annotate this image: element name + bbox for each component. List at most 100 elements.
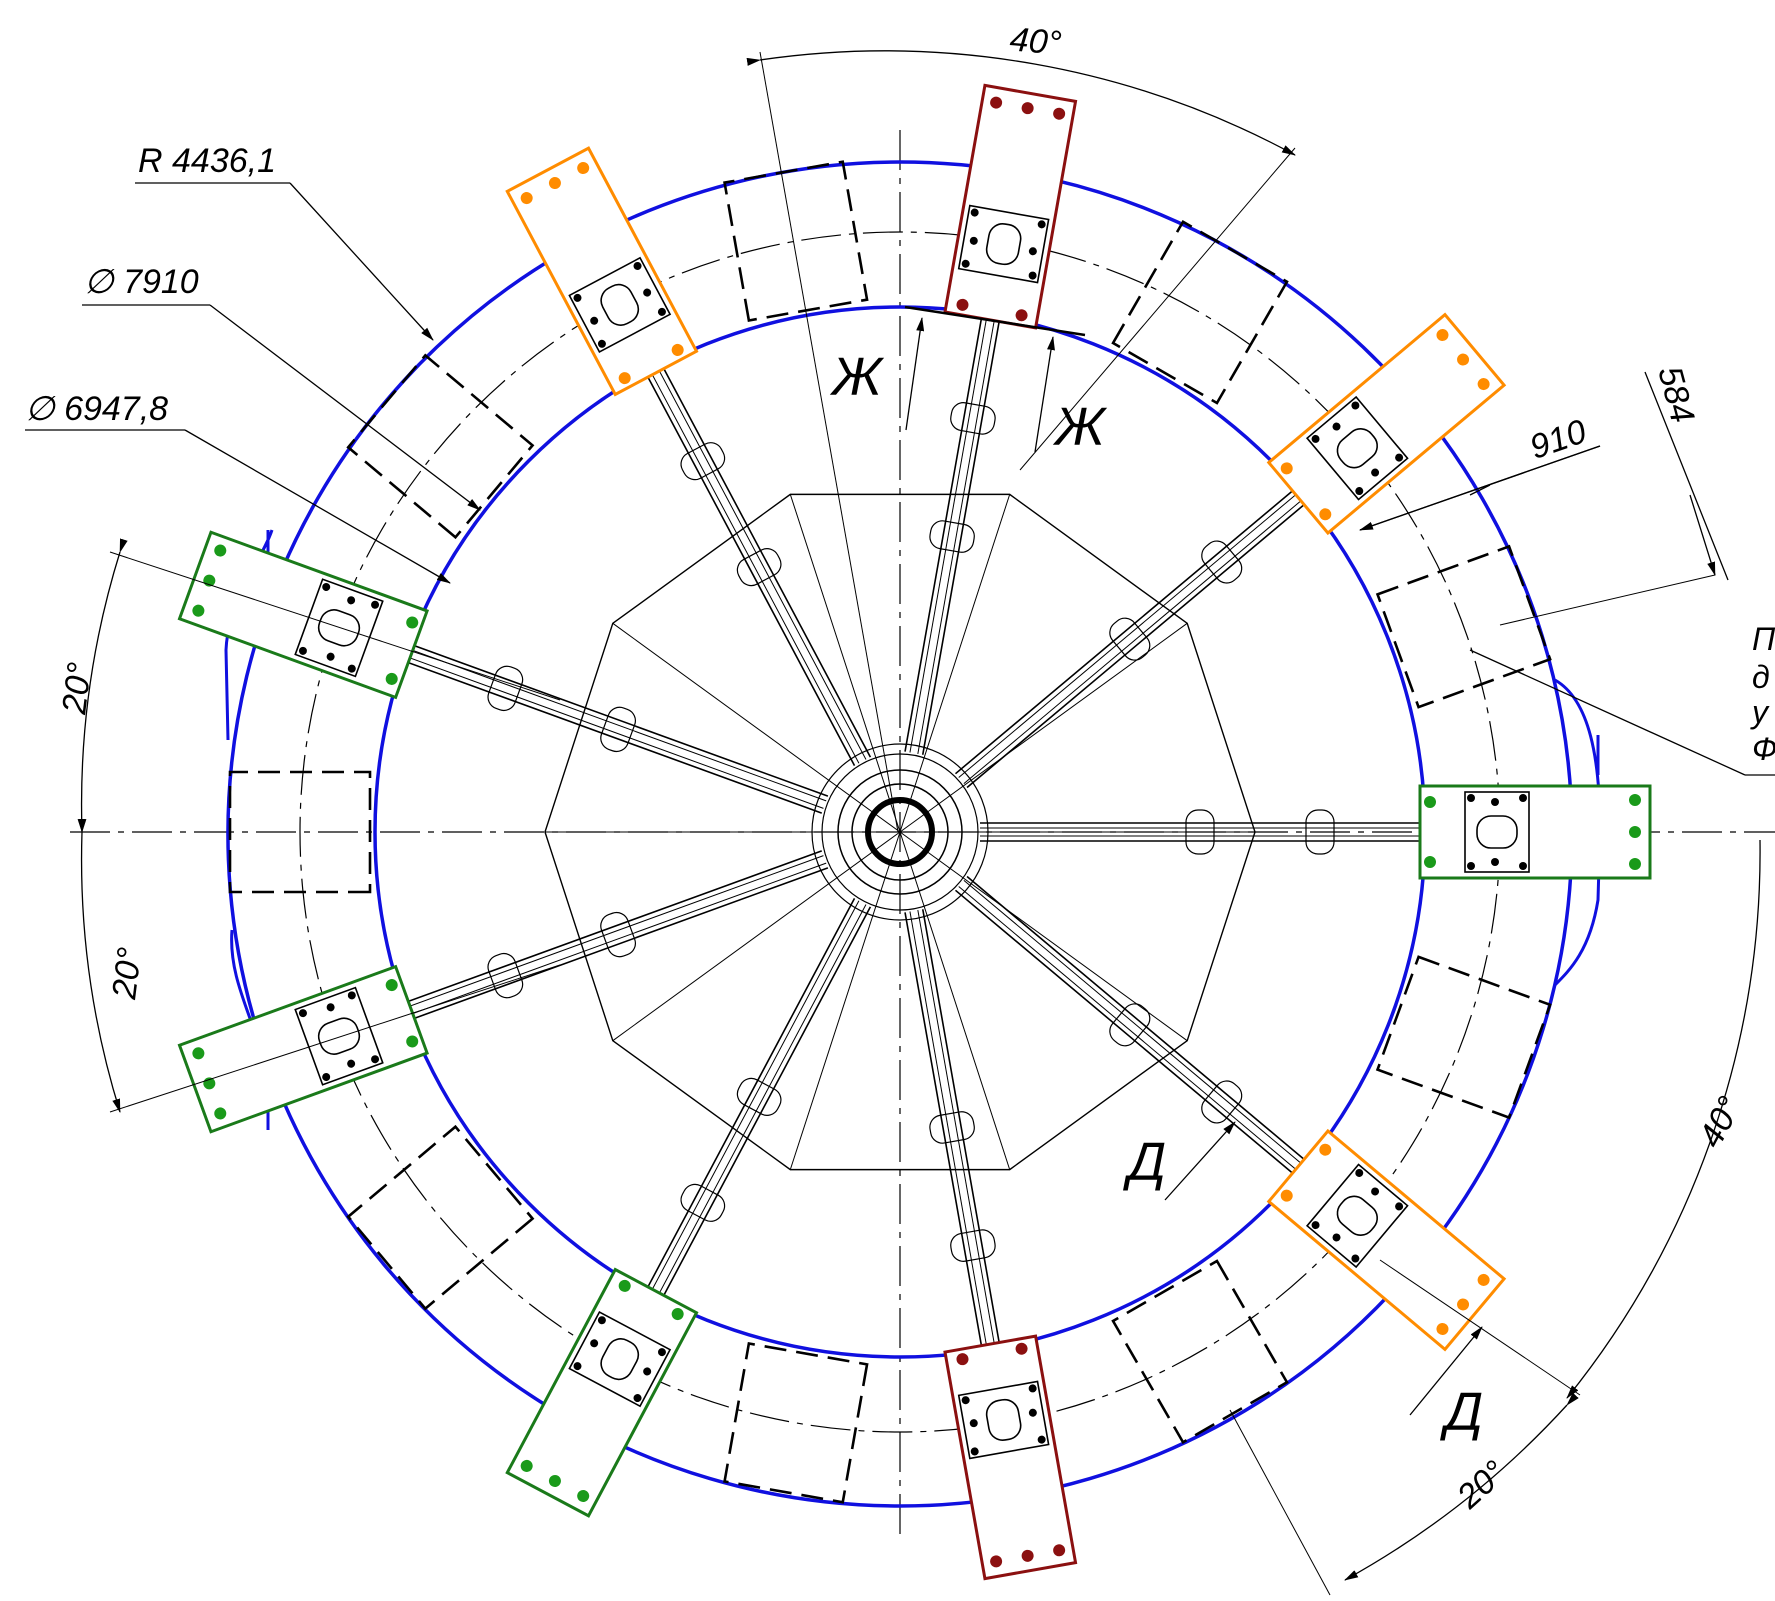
spoke-clamp — [1185, 809, 1215, 855]
anchor-dot — [192, 1047, 205, 1060]
spoke-clamp — [1201, 540, 1243, 584]
label-584: 584 — [1650, 362, 1701, 427]
anchor-dot — [192, 604, 205, 617]
anchor-dot — [1477, 378, 1490, 391]
dashed-box — [1375, 544, 1552, 709]
bolt — [573, 1362, 582, 1371]
bolt — [322, 582, 331, 591]
bolt — [1028, 1384, 1037, 1393]
spoke-clamp — [929, 520, 975, 553]
view-label-zh-1: Ж — [829, 347, 885, 407]
spoke-clamp — [736, 548, 782, 587]
dashed-box — [1111, 219, 1289, 405]
label-angle-top: 40° — [1008, 20, 1063, 62]
anchor-dot — [1015, 309, 1028, 322]
anchor-dot — [671, 1308, 684, 1321]
anchor-dot — [520, 1459, 533, 1472]
anchor-dot — [1424, 856, 1436, 868]
label-angle-left-lower: 20° — [105, 945, 149, 1002]
bolt — [590, 316, 599, 325]
spoke-clamp — [950, 1229, 996, 1262]
frame-strut — [612, 831, 901, 1042]
bolt — [298, 1009, 307, 1018]
spoke-clamp — [1305, 809, 1335, 855]
side-lugs — [224, 529, 1602, 1130]
spoke-clamp — [487, 952, 524, 999]
bolt — [633, 261, 642, 270]
anchor-dot — [1436, 1322, 1449, 1335]
bolt — [961, 1396, 970, 1405]
label-diameter-6947: ∅ 6947,8 — [25, 390, 168, 428]
spoke-clamp — [680, 1183, 726, 1222]
bolt — [1028, 247, 1037, 256]
anchor-dot — [671, 343, 684, 356]
anchor-dot — [577, 1489, 590, 1502]
bolt — [1519, 794, 1527, 802]
bolt — [1351, 401, 1360, 410]
anchor-dot — [1319, 1143, 1332, 1156]
spoke-clamp — [487, 665, 524, 712]
labels: R 4436,1 ∅ 7910 ∅ 6947,8 40° 20° 20° 40°… — [25, 20, 1775, 1516]
bolt — [1395, 453, 1404, 462]
note-line-4: Ф — [1752, 731, 1775, 767]
bolt — [298, 646, 307, 655]
label-angle-bottom-right: 20° — [1449, 1453, 1513, 1516]
bolt — [1371, 1187, 1380, 1196]
anchor-dot — [214, 544, 227, 557]
anchor-dot — [956, 1353, 969, 1366]
bolt — [1332, 422, 1341, 431]
bolt — [657, 307, 666, 316]
bolt — [1037, 1435, 1046, 1444]
frame-strut — [899, 494, 1011, 833]
view-label-d-2: Д — [1440, 1382, 1483, 1442]
bolt — [1491, 858, 1499, 866]
support-plate-orange — [1266, 312, 1507, 536]
anchor-dot — [1629, 858, 1641, 870]
spoke-clamp — [600, 706, 636, 753]
anchor-dot — [520, 192, 533, 205]
bolt — [1028, 271, 1037, 280]
dimension-lines — [25, 50, 1775, 1596]
bolt — [1355, 487, 1364, 496]
support-plate-orange — [1266, 1128, 1507, 1352]
anchor-dot — [1457, 353, 1470, 366]
bolt — [643, 1367, 652, 1376]
bolt — [590, 1339, 599, 1348]
bolt — [970, 208, 979, 217]
bolt — [970, 1447, 979, 1456]
anchor-dot — [990, 1555, 1003, 1568]
frame-strut — [612, 622, 901, 833]
bolt — [969, 236, 978, 245]
view-label-d-1: Д — [1123, 1132, 1166, 1192]
bolt — [597, 1316, 606, 1325]
anchor-dot — [548, 1474, 561, 1487]
bolt — [347, 1059, 356, 1068]
bolt — [1332, 1233, 1341, 1242]
view-label-zh-2: Ж — [1052, 397, 1108, 457]
bolt — [1467, 862, 1475, 870]
note-line-1: П — [1752, 621, 1775, 657]
support-plate-green — [1418, 784, 1652, 880]
anchor-dot — [1280, 462, 1293, 475]
support-plate-darkred — [943, 1334, 1078, 1581]
anchor-dot — [1319, 508, 1332, 521]
dashed-box — [346, 353, 535, 540]
label-angle-left-upper: 20° — [55, 660, 99, 717]
bolt — [347, 991, 356, 1000]
anchor-dot — [548, 177, 561, 190]
bolt — [1311, 1221, 1320, 1230]
spoke-clamp — [680, 442, 726, 481]
bolt — [1395, 1202, 1404, 1211]
bolt — [969, 1419, 978, 1428]
bolt — [961, 259, 970, 268]
frame-strut — [899, 622, 1188, 833]
dashed-box — [1375, 955, 1552, 1120]
anchor-dot — [1015, 1342, 1028, 1355]
bolt — [1519, 862, 1527, 870]
frame-strut — [899, 831, 1011, 1170]
bolt — [1355, 1168, 1364, 1177]
bolt — [633, 1394, 642, 1403]
centre-lines — [70, 130, 1775, 1540]
label-angle-right: 40° — [1692, 1091, 1750, 1154]
